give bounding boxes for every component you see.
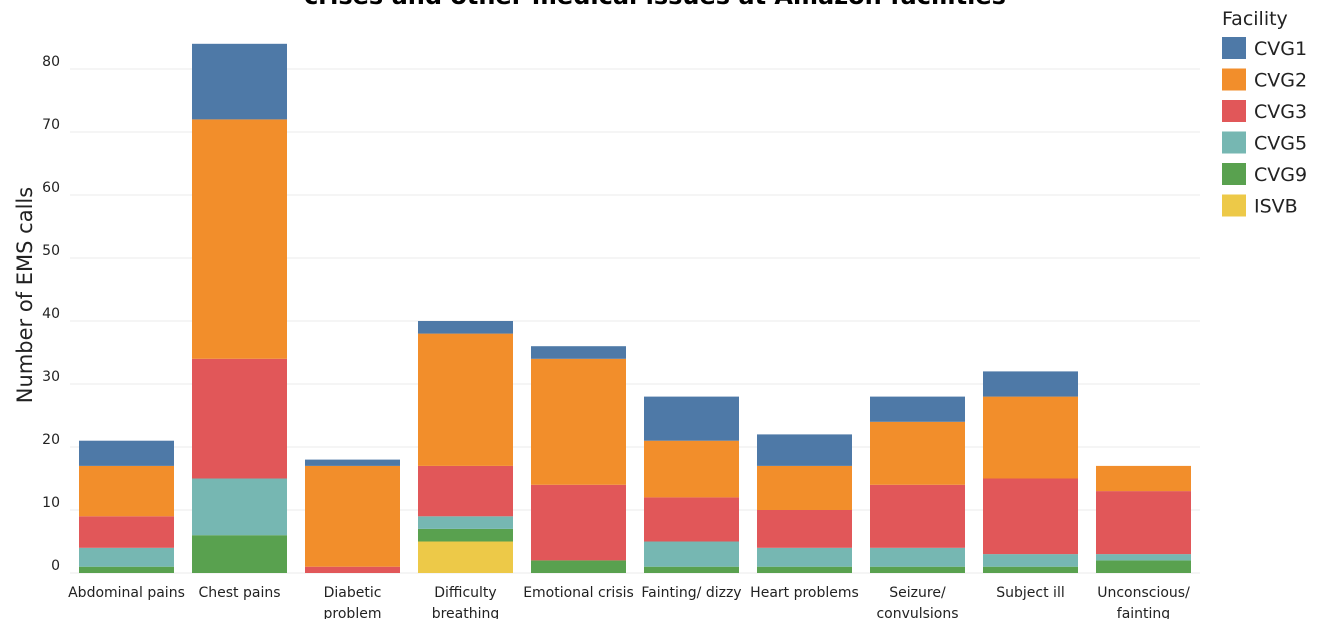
x-axis-labels: Abdominal pains Chest pains Diabetic proble…	[68, 585, 1190, 619]
bar-segment	[1096, 554, 1191, 561]
bar-segment	[644, 497, 739, 542]
bar-segment	[983, 396, 1078, 479]
legend-label: CVG2	[1254, 70, 1307, 92]
legend-label: CVG9	[1254, 164, 1307, 186]
bar-segment	[757, 510, 852, 548]
bar-segment	[757, 566, 852, 573]
y-axis-ticks: 0 10 20 30 40 50 60 70 80	[42, 54, 60, 574]
x-tick-label: Heart problems	[750, 585, 859, 601]
bar-segment	[192, 358, 287, 479]
bar-segment	[418, 516, 513, 529]
bar-segment	[1096, 560, 1191, 573]
bar-segment	[644, 541, 739, 567]
y-tick-label: 0	[51, 558, 60, 574]
x-tick-label: Seizure/convulsions	[876, 585, 958, 619]
bar-segment	[79, 566, 174, 573]
bar-segment	[870, 421, 965, 485]
legend-label: CVG1	[1254, 38, 1307, 60]
x-tick-label: Abdominal pains	[68, 585, 185, 601]
bars	[79, 43, 1191, 573]
legend-title: Facility	[1222, 8, 1288, 30]
bar-segment	[305, 566, 400, 573]
x-tick-label: Emotional crisis	[523, 585, 634, 601]
bar-segment	[644, 396, 739, 441]
bar-segment	[983, 371, 1078, 397]
bar-segment	[79, 440, 174, 466]
y-tick-label: 30	[42, 369, 60, 385]
bar-segment	[79, 516, 174, 548]
legend-swatch	[1222, 100, 1246, 122]
bar-segment	[870, 396, 965, 422]
legend-label: CVG5	[1254, 133, 1307, 155]
bar-segment	[870, 484, 965, 548]
legend-swatch	[1222, 68, 1246, 91]
bar-segment	[870, 566, 965, 573]
y-tick-label: 70	[42, 117, 60, 133]
legend-label: ISVB	[1254, 196, 1298, 218]
y-tick-label: 20	[42, 432, 60, 448]
bar-segment	[644, 566, 739, 573]
bar-segment	[531, 484, 626, 561]
bar-segment	[418, 541, 513, 573]
y-axis-label: Number of EMS calls	[13, 187, 37, 403]
y-tick-label: 60	[42, 180, 60, 196]
bar-segment	[870, 547, 965, 567]
y-tick-label: 10	[42, 495, 60, 511]
bar-segment	[418, 465, 513, 517]
legend-swatch	[1222, 37, 1246, 59]
x-tick-label: Fainting/ dizzy	[641, 585, 741, 601]
y-tick-label: 80	[42, 54, 60, 70]
legend: Facility CVG1 CVG2 CVG3 CVG5 CVG9 ISVB	[1222, 8, 1307, 218]
legend-swatch	[1222, 163, 1246, 185]
bar-segment	[418, 528, 513, 542]
bar-segment	[192, 478, 287, 536]
bar-segment	[531, 560, 626, 573]
x-tick-label: Subject ill	[996, 585, 1064, 601]
bar-segment	[192, 43, 287, 120]
bar-segment	[192, 119, 287, 359]
bar-segment	[983, 554, 1078, 567]
bar-segment	[644, 440, 739, 498]
bar-segment	[418, 333, 513, 466]
bar-segment	[531, 346, 626, 359]
bar-segment	[757, 547, 852, 567]
x-tick-label: Chest pains	[198, 585, 280, 601]
legend-swatch	[1222, 194, 1246, 217]
y-tick-label: 50	[42, 243, 60, 259]
y-tick-label: 40	[42, 306, 60, 322]
bar-segment	[79, 547, 174, 567]
bar-segment	[79, 465, 174, 517]
bar-segment	[418, 321, 513, 334]
x-tick-label: Unconscious/fainting	[1097, 585, 1190, 619]
bar-segment	[305, 465, 400, 567]
x-tick-label: Diabetic problem	[324, 585, 382, 619]
bar-segment	[983, 478, 1078, 555]
legend-label: CVG3	[1254, 101, 1307, 123]
bar-segment	[1096, 491, 1191, 555]
legend-swatch	[1222, 131, 1246, 154]
bar-segment	[757, 465, 852, 510]
bar-segment	[983, 566, 1078, 573]
bar-segment	[1096, 465, 1191, 492]
bar-segment	[305, 459, 400, 466]
bar-segment	[531, 358, 626, 485]
bar-segment	[757, 434, 852, 466]
chart-title: crises and other medical issues at Amazo…	[304, 0, 1006, 10]
bar-segment	[192, 535, 287, 573]
x-tick-label: Difficulty breathing	[432, 585, 500, 619]
